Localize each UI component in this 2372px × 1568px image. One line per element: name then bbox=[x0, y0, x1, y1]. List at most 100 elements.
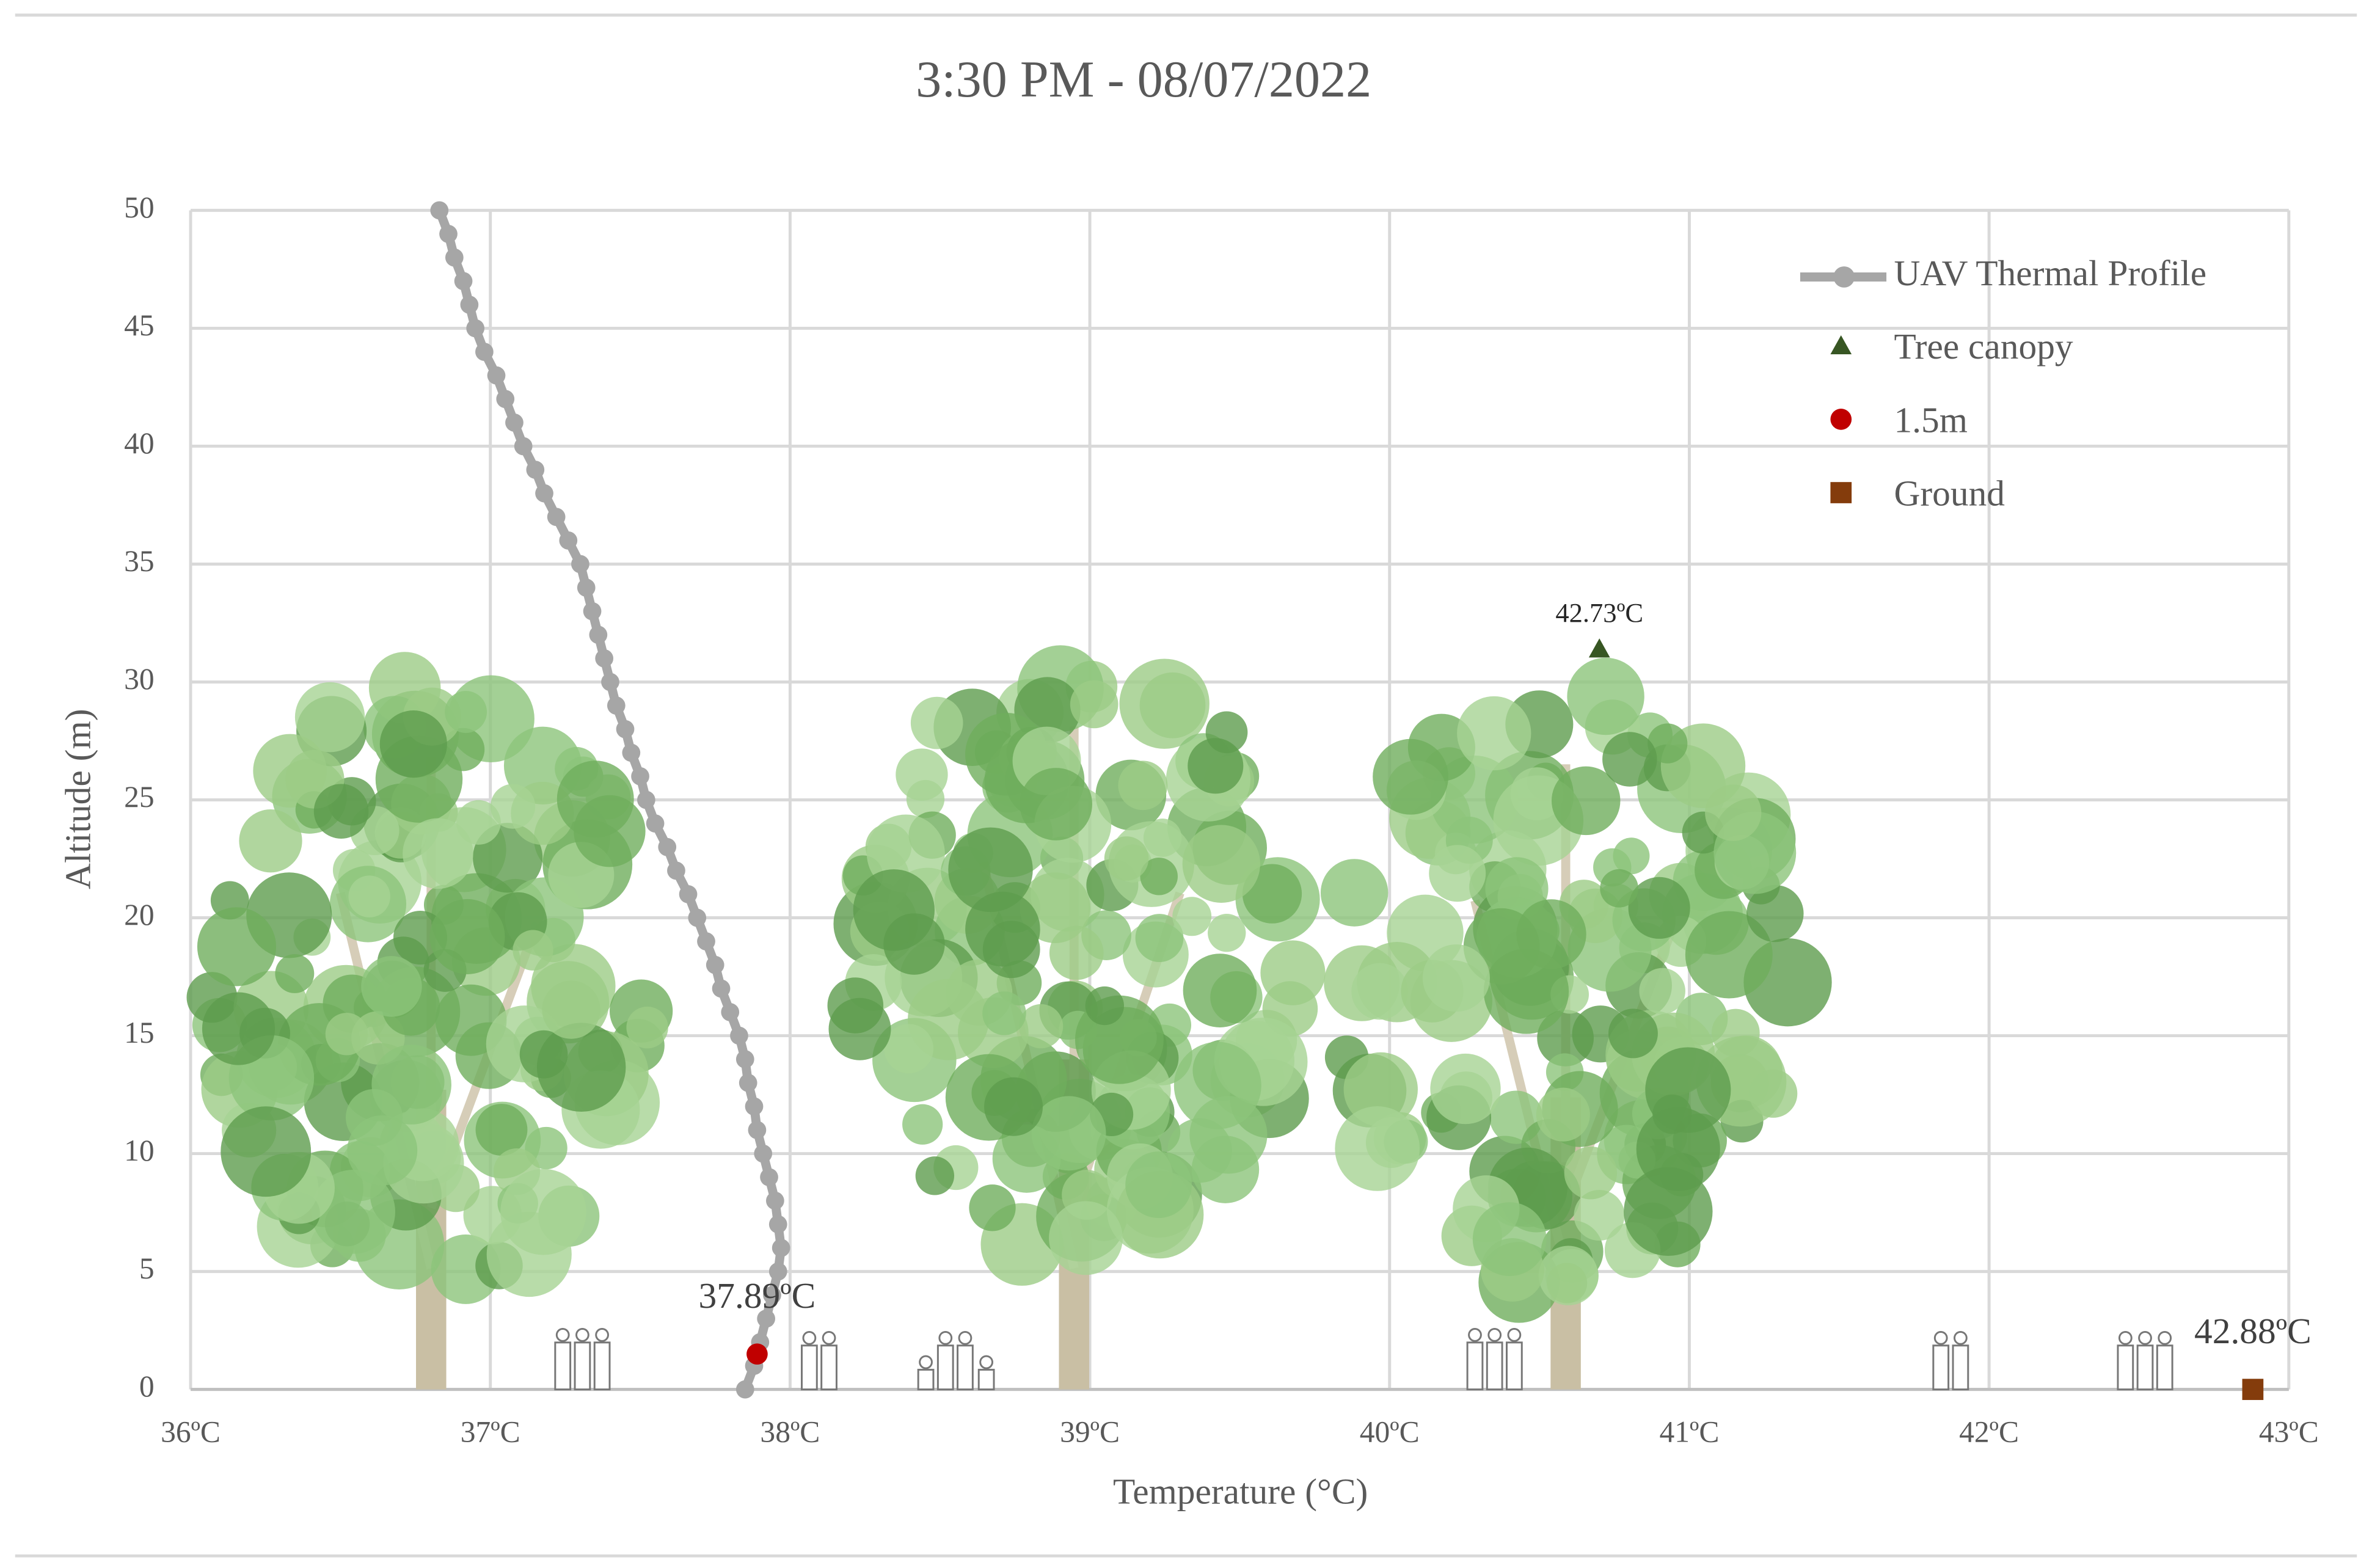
person-icon bbox=[554, 1328, 572, 1391]
marker-circle bbox=[526, 461, 545, 479]
person-icon bbox=[1952, 1330, 1969, 1391]
marker-circle bbox=[460, 295, 479, 314]
marker-circle bbox=[712, 979, 731, 998]
marker-circle bbox=[768, 1215, 787, 1234]
legend-item: 1.5m bbox=[1830, 399, 1968, 440]
y-tick-label: 0 bbox=[139, 1369, 155, 1403]
marker-square bbox=[1830, 482, 1852, 503]
y-tick-label: 45 bbox=[124, 308, 155, 342]
y-tick-label: 25 bbox=[124, 780, 155, 814]
person-head bbox=[802, 1330, 817, 1345]
marker-circle bbox=[757, 1309, 775, 1328]
person-head bbox=[919, 1355, 933, 1369]
person-body bbox=[1952, 1344, 1969, 1391]
marker-circle bbox=[667, 861, 685, 880]
marker-circle bbox=[583, 602, 602, 621]
person-icon bbox=[1932, 1330, 1950, 1391]
tree-foliage bbox=[1260, 940, 1326, 1005]
person-icon bbox=[936, 1330, 954, 1391]
tree-foliage bbox=[513, 930, 553, 971]
tree-foliage bbox=[984, 1077, 1043, 1136]
tree-foliage bbox=[1628, 877, 1690, 939]
marker-triangle bbox=[1588, 638, 1610, 658]
chart-title: 3:30 PM - 08/07/2022 bbox=[916, 51, 1371, 108]
marker-circle bbox=[496, 390, 515, 409]
marker-circle bbox=[679, 885, 698, 903]
tree-foliage bbox=[884, 1024, 934, 1074]
tree-foliage bbox=[557, 760, 634, 838]
tree-foliage bbox=[1547, 1263, 1588, 1304]
tree-foliage bbox=[202, 992, 276, 1065]
y-tick-label: 35 bbox=[124, 544, 155, 578]
person-body bbox=[2136, 1344, 2154, 1391]
tree-foliage bbox=[1472, 1202, 1547, 1277]
tree-foliage bbox=[969, 1184, 1016, 1231]
person-head bbox=[1954, 1330, 1968, 1345]
marker-circle bbox=[754, 1144, 773, 1163]
marker-circle bbox=[735, 1380, 754, 1399]
marker-circle bbox=[763, 1286, 781, 1305]
tree-foliage bbox=[490, 784, 536, 829]
tree-foliage bbox=[197, 907, 277, 986]
tree-foliage bbox=[1343, 1052, 1418, 1127]
marker-circle bbox=[748, 1121, 767, 1139]
y-tick-label: 5 bbox=[139, 1252, 155, 1285]
person-head bbox=[2158, 1330, 2172, 1345]
tree-foliage bbox=[1485, 857, 1549, 921]
person-icon bbox=[801, 1330, 818, 1391]
marker-circle bbox=[595, 649, 614, 668]
tree-foliage bbox=[1602, 732, 1657, 787]
marker-circle bbox=[616, 720, 635, 738]
tree-foliage bbox=[403, 818, 473, 889]
person-body bbox=[1932, 1344, 1950, 1391]
person-body bbox=[2117, 1344, 2134, 1391]
person-body bbox=[917, 1368, 935, 1391]
person-body bbox=[554, 1341, 572, 1391]
marker-circle bbox=[577, 578, 596, 597]
tree-foliage bbox=[1049, 1201, 1123, 1275]
tree-foliage bbox=[982, 921, 1040, 979]
marker-circle bbox=[430, 201, 449, 220]
marker-circle bbox=[746, 1343, 768, 1365]
x-tick-label: 43ºC bbox=[2259, 1415, 2319, 1448]
annotation: 42.73ºC bbox=[1555, 597, 1643, 628]
person-body bbox=[936, 1344, 954, 1391]
person-body bbox=[2156, 1344, 2173, 1391]
tree-illustration bbox=[827, 645, 1326, 1390]
marker-circle bbox=[765, 1191, 784, 1210]
marker-circle bbox=[505, 413, 524, 432]
person-icon bbox=[917, 1355, 935, 1391]
person-icon bbox=[2156, 1330, 2173, 1391]
tree-foliage bbox=[542, 980, 600, 1039]
y-tick-label: 50 bbox=[124, 191, 155, 224]
tree-foliage bbox=[1183, 954, 1257, 1027]
tree-foliage bbox=[1049, 925, 1104, 980]
person-head bbox=[595, 1328, 609, 1342]
tree-foliage bbox=[1564, 1146, 1618, 1200]
person-body bbox=[593, 1341, 611, 1391]
tree-foliage bbox=[1020, 768, 1092, 841]
tree-foliage bbox=[1135, 914, 1184, 962]
y-axis-label: Altitude (m) bbox=[57, 709, 98, 889]
x-tick-label: 37ºC bbox=[461, 1415, 520, 1448]
tree-foliage bbox=[1242, 864, 1302, 924]
person-head bbox=[575, 1328, 589, 1342]
y-tick-label: 15 bbox=[124, 1016, 155, 1049]
person-icon bbox=[820, 1330, 837, 1391]
person-head bbox=[822, 1330, 836, 1345]
person-head bbox=[2138, 1330, 2152, 1345]
tree-foliage bbox=[1422, 944, 1490, 1012]
person-icon bbox=[977, 1355, 995, 1391]
x-axis-label: Temperature (°C) bbox=[1113, 1471, 1368, 1512]
tree-foliage bbox=[1018, 1004, 1064, 1049]
tree-foliage bbox=[1567, 657, 1644, 735]
tree-foliage bbox=[500, 1169, 586, 1255]
marker-circle bbox=[1830, 409, 1852, 430]
tree-foliage bbox=[313, 784, 369, 839]
tree-foliage bbox=[1457, 696, 1531, 771]
x-tick-label: 38ºC bbox=[760, 1415, 820, 1448]
marker-circle bbox=[739, 1073, 757, 1092]
tree-foliage bbox=[429, 899, 505, 974]
person-head bbox=[555, 1328, 570, 1342]
